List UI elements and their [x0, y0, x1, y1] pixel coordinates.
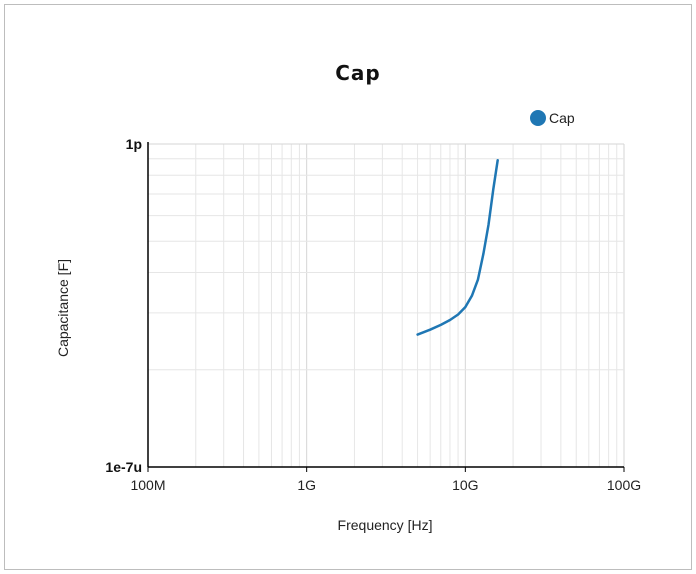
chart-frame: [4, 4, 692, 570]
x-tick-label: 10G: [452, 477, 478, 493]
x-tick-label: 100G: [607, 477, 641, 493]
y-axis-label: Capacitance [F]: [55, 259, 71, 357]
legend[interactable]: Cap: [530, 110, 575, 126]
tick-labels: 100M 1G 10G 100G 1p 1e-7u: [105, 136, 641, 493]
y-tick-label: 1p: [126, 136, 142, 152]
legend-marker: [530, 110, 546, 126]
chart-title: Cap: [335, 61, 381, 85]
series-line-cap: [416, 158, 499, 336]
x-axis-label: Frequency [Hz]: [338, 517, 433, 533]
axes: [147, 142, 625, 472]
y-tick-label: 1e-7u: [105, 459, 142, 475]
x-tick-label: 1G: [297, 477, 316, 493]
series-lines: [416, 158, 499, 336]
legend-label: Cap: [549, 110, 575, 126]
grid: [147, 143, 625, 468]
x-tick-label: 100M: [130, 477, 165, 493]
